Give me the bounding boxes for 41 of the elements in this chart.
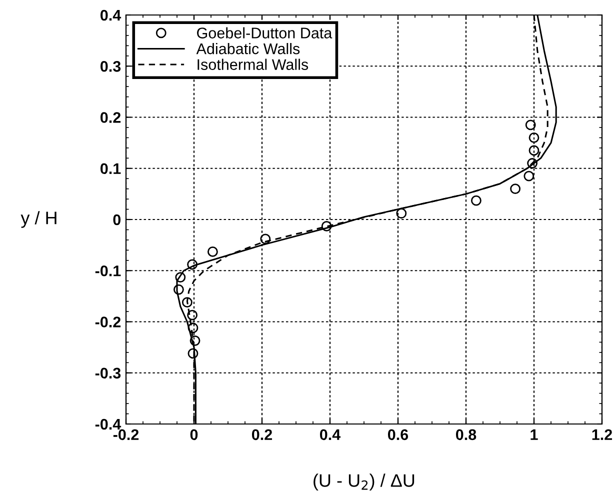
- x-tick-label: 1.2: [592, 429, 612, 440]
- point: [188, 348, 198, 359]
- x-tick-label: 0: [190, 429, 198, 440]
- y-tick-label: -0.3: [95, 368, 121, 379]
- legend-label: Adiabatic Walls: [196, 42, 300, 54]
- y-tick-label: -0.1: [95, 265, 121, 276]
- x-tick-label: 0.8: [456, 429, 476, 440]
- x-tick-label: 1: [530, 429, 538, 440]
- point: [187, 310, 198, 320]
- point: [524, 170, 534, 182]
- x-axis-title: (U - U$_{2}$) / ΔU: [314, 474, 414, 490]
- point: [525, 120, 536, 130]
- y-tick-label: 0.4: [100, 10, 122, 21]
- x-tick-label: 0.6: [388, 429, 408, 440]
- point: [528, 145, 540, 156]
- point: [396, 208, 407, 219]
- y-tick-label: -0.2: [95, 316, 121, 328]
- point: [187, 259, 198, 270]
- y-tick-label: -0.4: [95, 418, 122, 430]
- point: [182, 297, 192, 308]
- point: [190, 335, 200, 346]
- point: [510, 184, 521, 194]
- point: [207, 246, 218, 257]
- y-tick-label: 0.2: [100, 112, 121, 123]
- point: [173, 284, 184, 295]
- legend-label: Isothermal Walls: [198, 58, 308, 70]
- point: [175, 272, 186, 282]
- point: [188, 322, 198, 334]
- legend-label: Goebel-Dutton Data: [197, 27, 332, 38]
- y-tick-label: 0.3: [100, 60, 121, 72]
- x-tick-label: 0.2: [252, 429, 272, 440]
- point: [527, 158, 538, 168]
- y-axis-title: y / H: [20, 211, 56, 228]
- point: [321, 220, 332, 232]
- y-tick-label: 0.1: [100, 163, 121, 174]
- y-tick-label: 0: [113, 214, 121, 226]
- x-tick-label: -0.2: [113, 429, 139, 440]
- point: [470, 195, 482, 206]
- x-tick-label: 0.4: [320, 429, 341, 440]
- point: [260, 234, 271, 244]
- point: [528, 132, 540, 143]
